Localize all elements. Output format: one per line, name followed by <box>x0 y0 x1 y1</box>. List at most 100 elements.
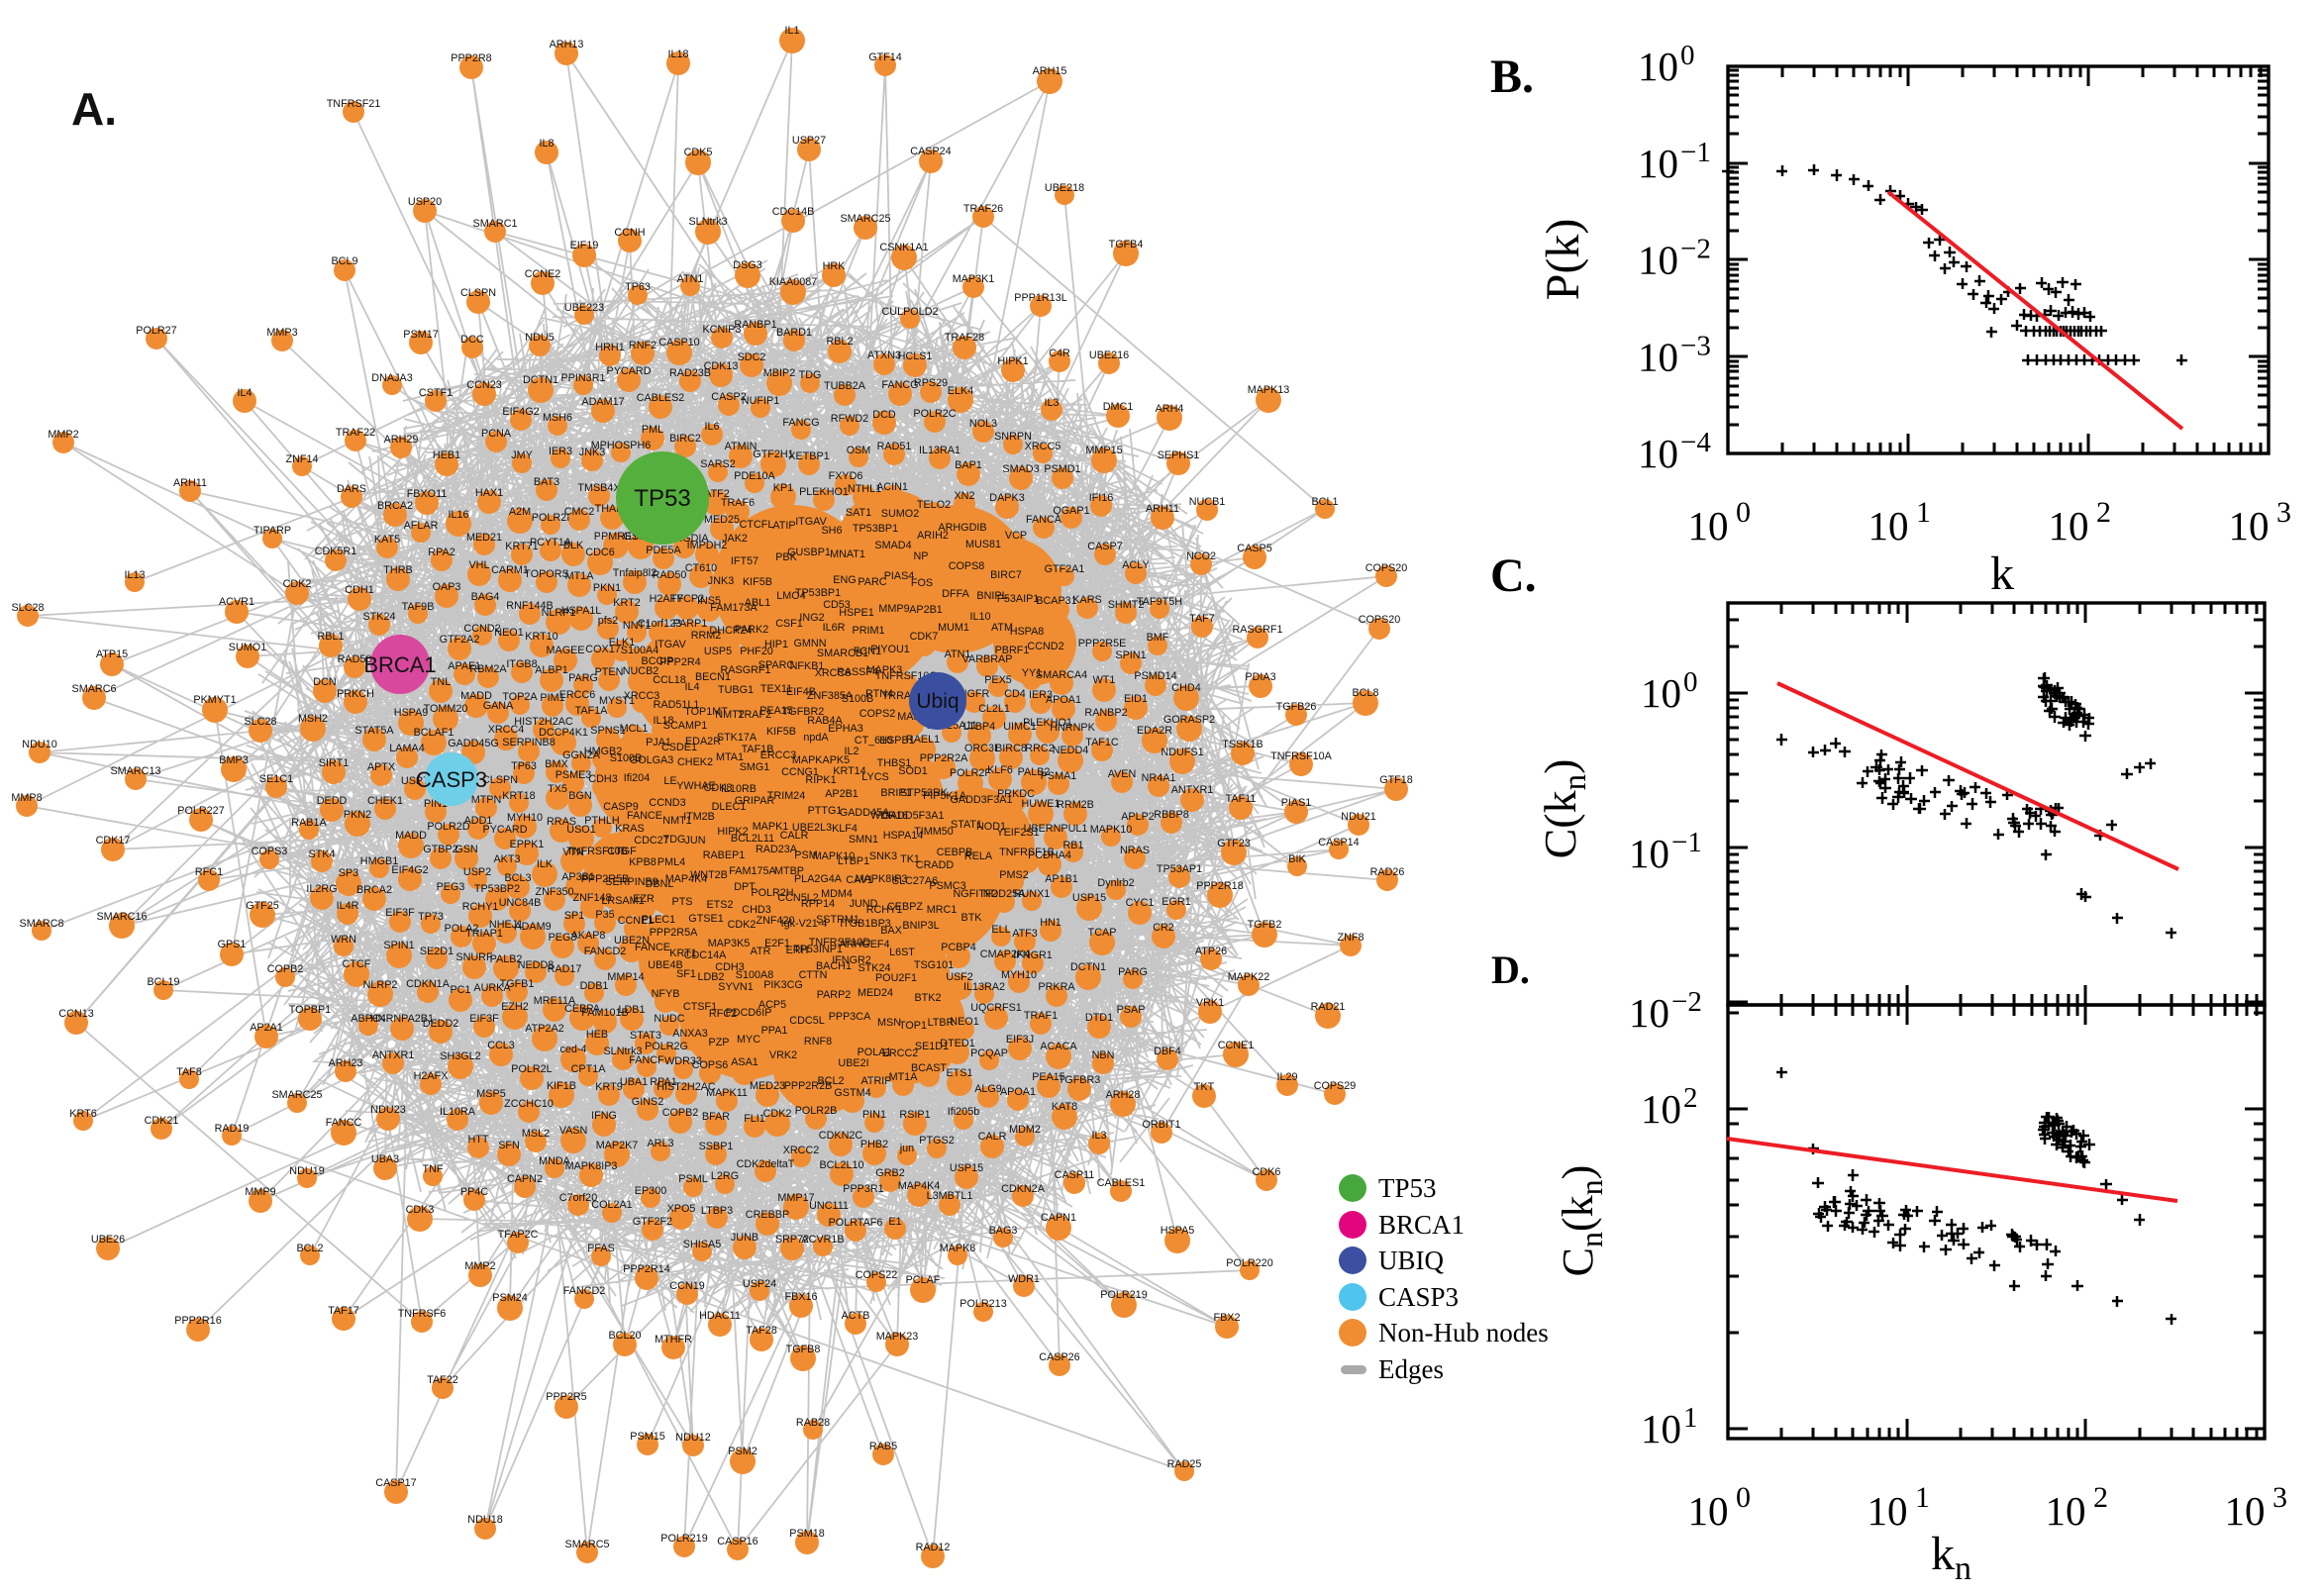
svg-text:SERPINB9: SERPINB9 <box>605 876 657 888</box>
svg-text:S100B: S100B <box>842 693 873 705</box>
svg-text:CLSPN: CLSPN <box>460 287 496 299</box>
svg-text:PPMRE1: PPMRE1 <box>594 531 638 543</box>
svg-text:MAPK10: MAPK10 <box>813 850 856 862</box>
svg-text:TNF: TNF <box>423 1163 444 1175</box>
svg-text:PLEKHO1: PLEKHO1 <box>1023 717 1072 729</box>
svg-text:SDC2: SDC2 <box>738 351 766 363</box>
svg-text:PPP2R18: PPP2R18 <box>1196 880 1243 892</box>
svg-text:SMARCA4: SMARCA4 <box>1036 669 1087 681</box>
svg-text:KLF6: KLF6 <box>987 764 1013 776</box>
svg-text:PTEN: PTEN <box>595 666 624 678</box>
svg-text:CDK2deltaT: CDK2deltaT <box>737 1158 795 1170</box>
svg-text:GRIPAR: GRIPAR <box>735 795 775 807</box>
svg-text:CASP17: CASP17 <box>375 1477 416 1489</box>
svg-text:PLA2G4A: PLA2G4A <box>794 873 843 885</box>
svg-text:RAD50: RAD50 <box>338 653 372 665</box>
svg-text:CABLES1: CABLES1 <box>1097 1177 1146 1189</box>
svg-text:MPHOSPH6: MPHOSPH6 <box>591 440 652 451</box>
svg-text:AVEN: AVEN <box>1108 768 1137 780</box>
svg-text:IL1: IL1 <box>784 25 799 37</box>
svg-text:PRKCH: PRKCH <box>337 688 374 700</box>
svg-text:COPB2: COPB2 <box>662 1107 699 1119</box>
svg-text:POLR219: POLR219 <box>1100 1289 1147 1301</box>
svg-text:−4: −4 <box>1680 427 1711 458</box>
svg-text:APTX: APTX <box>367 761 395 773</box>
svg-text:DNAJA3: DNAJA3 <box>371 372 412 384</box>
svg-text:HSPA9: HSPA9 <box>394 707 429 719</box>
svg-text:PSAP: PSAP <box>1117 1004 1146 1016</box>
svg-text:KCNIP3: KCNIP3 <box>702 324 741 336</box>
svg-text:PCDHA4: PCDHA4 <box>1028 849 1071 861</box>
svg-text:MAPK1: MAPK1 <box>753 821 789 833</box>
svg-text:10: 10 <box>1688 1488 1729 1534</box>
svg-text:TFAP2C: TFAP2C <box>498 1229 539 1241</box>
svg-text:SMARC6: SMARC6 <box>72 683 117 695</box>
svg-text:10: 10 <box>1641 670 1681 716</box>
svg-text:MNAT1: MNAT1 <box>830 549 865 560</box>
svg-text:EIF3F: EIF3F <box>469 1013 499 1025</box>
svg-text:RBL2: RBL2 <box>826 336 853 348</box>
svg-text:WRN: WRN <box>331 934 356 946</box>
svg-text:MYH10: MYH10 <box>507 812 543 824</box>
svg-text:PMS2: PMS2 <box>999 869 1028 881</box>
svg-text:SLNtrk3: SLNtrk3 <box>603 1046 642 1057</box>
svg-text:VARBRAP: VARBRAP <box>962 653 1013 665</box>
svg-text:HAX1: HAX1 <box>475 487 503 499</box>
svg-text:KP1: KP1 <box>773 482 793 494</box>
svg-text:POLR2H: POLR2H <box>751 887 793 899</box>
svg-text:COPS22: COPS22 <box>856 1269 898 1281</box>
svg-text:S100A8: S100A8 <box>736 969 773 981</box>
svg-text:KRT2: KRT2 <box>613 597 640 609</box>
svg-text:UBE26: UBE26 <box>91 1234 125 1246</box>
svg-text:PARP2: PARP2 <box>817 989 852 1001</box>
svg-text:PLEC1: PLEC1 <box>642 914 675 926</box>
svg-text:CDC14B: CDC14B <box>772 206 815 218</box>
svg-text:TOP1: TOP1 <box>899 1020 927 1032</box>
svg-text:PSM24: PSM24 <box>492 1292 527 1304</box>
svg-text:COX17: COX17 <box>585 644 620 655</box>
svg-text:IL10: IL10 <box>969 611 990 623</box>
svg-text:USP20: USP20 <box>408 196 442 208</box>
svg-text:AP2B1: AP2B1 <box>909 604 943 616</box>
svg-text:RAB28: RAB28 <box>796 1417 830 1429</box>
svg-text:PPP2R5B: PPP2R5B <box>581 873 630 885</box>
svg-text:BIRC7: BIRC7 <box>990 569 1022 581</box>
svg-text:CDH3: CDH3 <box>715 961 744 973</box>
svg-text:RAD51L1: RAD51L1 <box>654 699 700 711</box>
svg-text:BIRC2: BIRC2 <box>669 433 701 445</box>
svg-text:FLI1: FLI1 <box>744 1113 765 1125</box>
svg-text:SMARCB1: SMARCB1 <box>817 648 868 659</box>
svg-text:PHF20: PHF20 <box>740 646 773 657</box>
svg-text:XN2: XN2 <box>954 490 974 502</box>
svg-text:MAPK3: MAPK3 <box>866 664 903 676</box>
svg-text:TRIM24: TRIM24 <box>767 790 805 802</box>
svg-text:MYST1: MYST1 <box>599 695 635 707</box>
svg-text:FXYD6: FXYD6 <box>829 470 863 482</box>
svg-text:RNF2: RNF2 <box>629 340 656 351</box>
svg-text:RRM2: RRM2 <box>691 630 722 642</box>
svg-text:USF2: USF2 <box>946 971 973 983</box>
svg-text:PLEKHO1: PLEKHO1 <box>799 486 849 498</box>
svg-text:SMARC25: SMARC25 <box>271 1089 322 1101</box>
svg-text:DARS: DARS <box>337 483 366 495</box>
svg-text:MT1A: MT1A <box>889 1071 919 1083</box>
svg-text:TOP1MT: TOP1MT <box>684 706 728 718</box>
svg-text:10: 10 <box>1868 1488 1908 1534</box>
svg-text:FBX2: FBX2 <box>1213 1312 1240 1324</box>
svg-text:CAV1: CAV1 <box>846 874 872 886</box>
svg-text:MSH2: MSH2 <box>298 713 328 725</box>
svg-text:PDE5A: PDE5A <box>646 545 681 556</box>
svg-text:NRAS: NRAS <box>1120 845 1150 856</box>
svg-text:GTSE1: GTSE1 <box>688 913 723 925</box>
svg-text:RFC2: RFC2 <box>709 1008 737 1020</box>
svg-text:IL16: IL16 <box>448 509 468 521</box>
svg-text:IL10RB: IL10RB <box>721 783 757 795</box>
svg-text:USP15: USP15 <box>1072 892 1106 904</box>
svg-text:RCHY1: RCHY1 <box>866 904 903 916</box>
svg-text:PSM15: PSM15 <box>630 1431 664 1443</box>
svg-text:TNFRSF6: TNFRSF6 <box>398 1308 447 1320</box>
svg-text:ACLY: ACLY <box>1122 559 1149 571</box>
svg-text:1: 1 <box>1916 496 1931 529</box>
svg-text:RAD19: RAD19 <box>215 1123 250 1135</box>
svg-text:KRT10: KRT10 <box>525 631 557 643</box>
